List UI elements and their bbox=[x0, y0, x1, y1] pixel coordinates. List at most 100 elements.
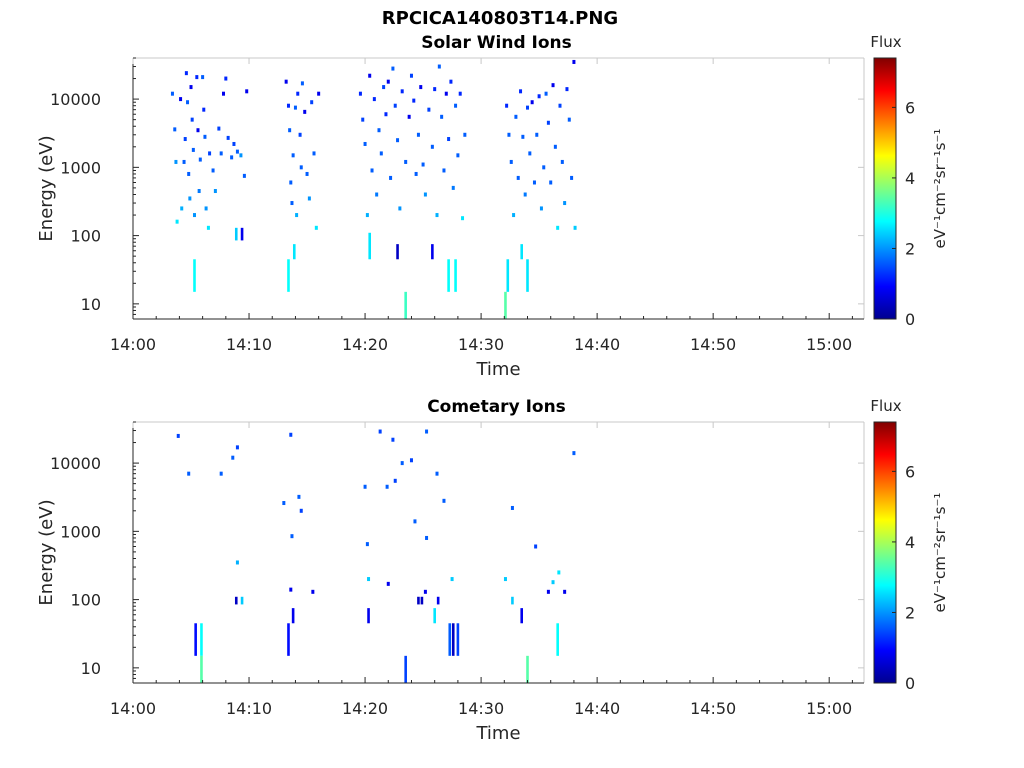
flux-pixel bbox=[372, 97, 376, 102]
flux-pixel bbox=[419, 85, 423, 90]
flux-streak bbox=[433, 608, 436, 624]
flux-pixel bbox=[391, 66, 395, 71]
flux-pixel bbox=[224, 76, 228, 81]
flux-pixel bbox=[173, 127, 177, 132]
flux-pixel bbox=[206, 225, 210, 230]
flux-pixel bbox=[512, 213, 516, 218]
flux-streak bbox=[287, 623, 290, 656]
flux-pixel bbox=[435, 213, 439, 218]
flux-pixel bbox=[198, 157, 202, 162]
flux-pixel bbox=[563, 589, 567, 594]
x-tick-label: 15:00 bbox=[806, 335, 852, 354]
flux-pixel bbox=[176, 433, 180, 438]
flux-pixel bbox=[546, 589, 550, 594]
flux-pixel bbox=[230, 155, 234, 160]
flux-pixel bbox=[312, 151, 316, 156]
flux-streak bbox=[436, 596, 440, 605]
flux-pixel bbox=[232, 141, 236, 146]
x-tick-label: 15:00 bbox=[806, 699, 852, 718]
flux-pixel bbox=[440, 114, 444, 119]
flux-streak bbox=[404, 655, 407, 683]
flux-pixel bbox=[444, 91, 448, 96]
flux-pixel bbox=[290, 201, 294, 206]
flux-pixel bbox=[291, 153, 295, 158]
panel-title: Cometary Ions bbox=[427, 397, 566, 417]
colorbar bbox=[873, 421, 897, 684]
flux-pixel bbox=[361, 117, 365, 122]
flux-pixel bbox=[367, 577, 371, 582]
x-tick-label: 14:00 bbox=[110, 699, 156, 718]
flux-streak bbox=[287, 259, 290, 292]
flux-streak bbox=[396, 244, 399, 260]
flux-pixel bbox=[382, 85, 386, 90]
y-tick-label: 100 bbox=[70, 227, 101, 246]
flux-pixel bbox=[442, 168, 446, 173]
y-tick-label: 10 bbox=[81, 659, 101, 678]
y-tick-label: 100 bbox=[70, 591, 101, 610]
flux-streak bbox=[520, 608, 524, 624]
flux-streak bbox=[511, 596, 514, 605]
flux-pixel bbox=[190, 117, 194, 122]
flux-pixel bbox=[239, 153, 243, 158]
flux-pixel bbox=[560, 159, 564, 164]
flux-pixel bbox=[396, 138, 400, 143]
flux-pixel bbox=[427, 107, 431, 112]
flux-pixel bbox=[516, 175, 520, 180]
flux-pixel bbox=[197, 189, 201, 194]
flux-pixel bbox=[551, 83, 555, 88]
flux-streak bbox=[193, 259, 196, 292]
y-tick-label: 10000 bbox=[50, 90, 101, 109]
flux-pixel bbox=[222, 91, 226, 96]
flux-pixel bbox=[519, 89, 523, 94]
flux-streak bbox=[420, 596, 424, 605]
colorbar bbox=[873, 57, 897, 320]
flux-streak bbox=[292, 244, 296, 260]
flux-pixel bbox=[289, 587, 293, 592]
x-tick-label: 14:30 bbox=[458, 335, 504, 354]
flux-pixel bbox=[293, 105, 297, 110]
colorbar-tick-label: 0 bbox=[905, 674, 915, 693]
panel-solar-wind-ions: Solar Wind Ions 14:00 14:10 14:20 14:30 14:40… bbox=[36, 33, 949, 380]
flux-pixel bbox=[507, 132, 511, 137]
flux-pixel bbox=[532, 180, 536, 185]
flux-pixel bbox=[456, 153, 460, 158]
flux-streak bbox=[454, 259, 457, 292]
flux-streak bbox=[194, 623, 197, 656]
y-axis-label: Energy (eV) bbox=[36, 135, 57, 241]
flux-pixel bbox=[425, 535, 429, 540]
flux-pixel bbox=[398, 206, 402, 211]
flux-streak bbox=[367, 608, 370, 624]
flux-pixel bbox=[384, 112, 388, 117]
flux-pixel bbox=[551, 580, 555, 585]
flux-streak bbox=[456, 623, 460, 656]
flux-pixel bbox=[242, 173, 246, 178]
flux-pixel bbox=[245, 89, 249, 94]
flux-streak bbox=[504, 291, 507, 319]
flux-pixel bbox=[299, 508, 303, 513]
flux-pixel bbox=[300, 81, 304, 86]
flux-streak bbox=[200, 623, 203, 656]
flux-pixel bbox=[526, 105, 530, 110]
flux-pixel bbox=[393, 103, 397, 108]
flux-pixel bbox=[389, 175, 393, 180]
flux-pixel bbox=[442, 498, 446, 503]
flux-pixel bbox=[211, 168, 215, 173]
flux-pixel bbox=[546, 120, 550, 125]
flux-pixel bbox=[461, 216, 465, 221]
flux-pixel bbox=[450, 577, 454, 582]
y-tick-label: 10 bbox=[81, 295, 101, 314]
flux-streak bbox=[526, 655, 529, 683]
flux-pixel bbox=[186, 100, 190, 105]
flux-pixel bbox=[303, 109, 307, 114]
flux-streak bbox=[234, 227, 238, 241]
flux-pixel bbox=[573, 225, 577, 230]
flux-streak bbox=[417, 596, 420, 605]
flux-pixel bbox=[202, 107, 206, 112]
flux-pixel bbox=[557, 570, 561, 575]
flux-pixel bbox=[310, 100, 314, 105]
flux-pixel bbox=[544, 91, 548, 96]
flux-pixel bbox=[286, 103, 290, 108]
flux-pixel bbox=[437, 64, 441, 69]
flux-pixel bbox=[187, 171, 191, 176]
flux-streak bbox=[240, 227, 244, 241]
